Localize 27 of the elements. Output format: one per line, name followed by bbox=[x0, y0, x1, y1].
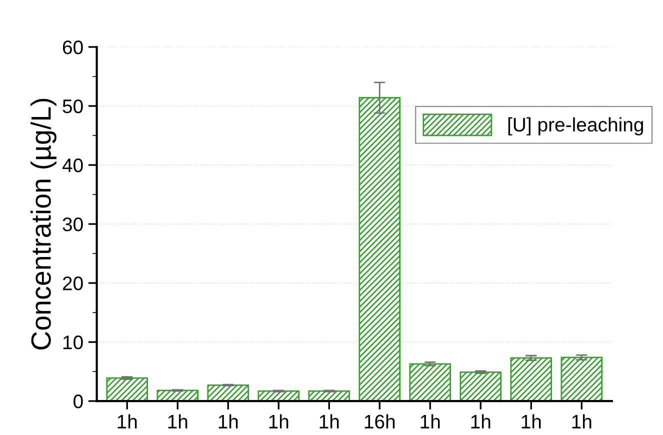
y-tick-label: 0 bbox=[74, 394, 83, 408]
legend-label: [U] pre-leaching bbox=[508, 117, 644, 136]
y-tick-label: 30 bbox=[62, 217, 83, 232]
bar bbox=[560, 356, 603, 402]
x-tick-label: 1h bbox=[269, 414, 288, 428]
x-tick-label: 1h bbox=[420, 414, 440, 428]
y-tick-label: 50 bbox=[62, 99, 83, 114]
x-tick-label: 1h bbox=[118, 414, 137, 428]
y-tick-label: 20 bbox=[62, 276, 83, 290]
x-tick-label: 1h bbox=[572, 414, 592, 428]
y-axis-title: Concentration (µg/L) bbox=[30, 98, 56, 350]
x-tick-label: 16h bbox=[364, 414, 395, 429]
x-tick-label: 1h bbox=[522, 414, 541, 428]
y-tick-label: 40 bbox=[62, 158, 83, 172]
bar bbox=[460, 371, 502, 402]
bar bbox=[106, 377, 148, 402]
bar bbox=[207, 384, 250, 402]
x-tick-label: 1h bbox=[218, 414, 238, 428]
x-tick-label: 1h bbox=[471, 414, 490, 428]
bar bbox=[156, 390, 199, 402]
x-tick-label: 1h bbox=[320, 414, 339, 428]
bar bbox=[510, 357, 552, 402]
y-tick-label: 60 bbox=[62, 40, 83, 54]
x-tick-label: 1h bbox=[168, 414, 188, 428]
bar bbox=[358, 97, 401, 402]
y-tick-label: 10 bbox=[63, 336, 83, 350]
bar bbox=[409, 363, 452, 402]
